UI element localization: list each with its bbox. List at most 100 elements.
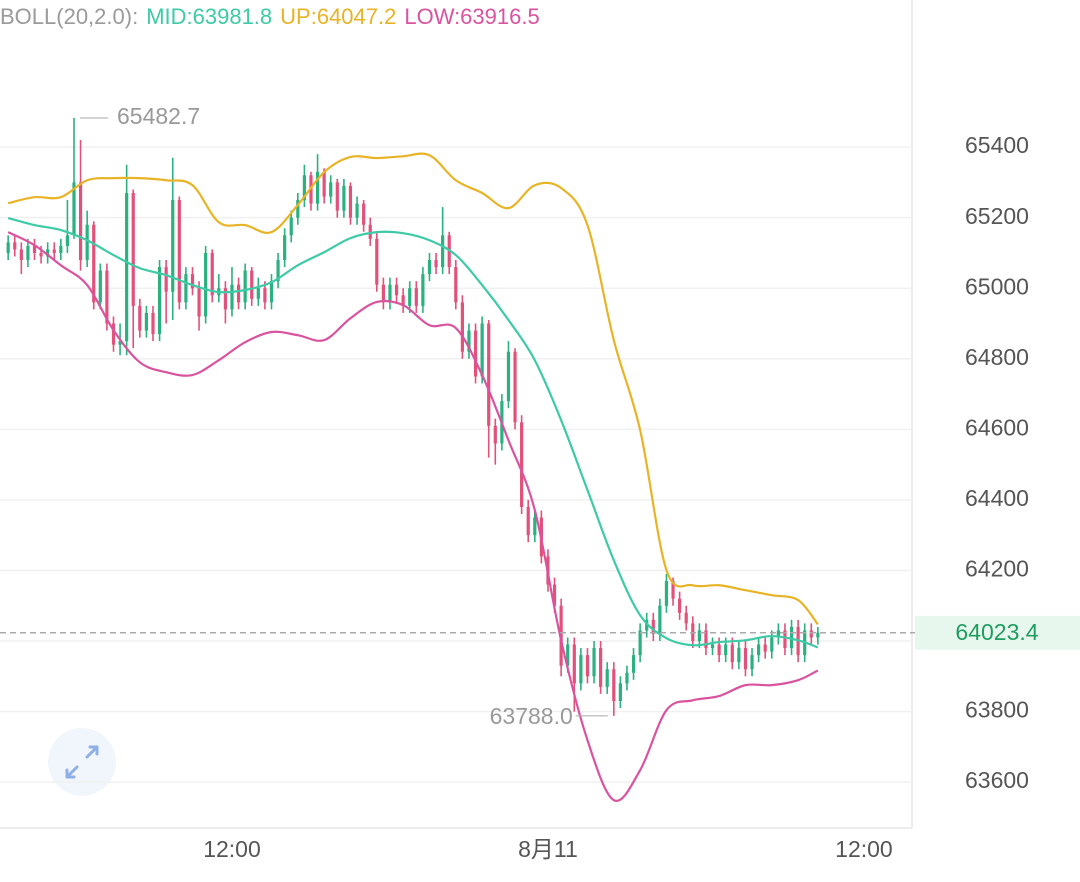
candle-body bbox=[223, 288, 227, 310]
candle-body bbox=[427, 260, 432, 275]
x-tick-label: 12:00 bbox=[203, 836, 261, 862]
candle-body bbox=[513, 351, 517, 423]
last-price-tag bbox=[915, 615, 1080, 650]
candle-body bbox=[783, 630, 787, 649]
candle-body bbox=[348, 185, 353, 218]
candle-body bbox=[533, 517, 537, 536]
candle-body bbox=[39, 252, 43, 257]
candle-body bbox=[78, 182, 83, 261]
candle-body bbox=[816, 632, 820, 638]
y-tick-label: 64600 bbox=[965, 414, 1029, 440]
indicator-low: LOW:63916.5 bbox=[404, 4, 540, 29]
candle-body bbox=[493, 425, 497, 444]
candle-body bbox=[473, 330, 478, 377]
candle-body bbox=[671, 581, 675, 599]
candle-body bbox=[362, 203, 366, 225]
indicator-mid: MID:63981.8 bbox=[146, 4, 273, 29]
candle-body bbox=[368, 224, 372, 239]
candle-body bbox=[138, 305, 142, 331]
band-line bbox=[7, 216, 819, 649]
candle-body bbox=[315, 171, 320, 204]
candle-body bbox=[92, 224, 96, 303]
candle-body bbox=[46, 249, 50, 257]
candle-body bbox=[236, 284, 241, 303]
candle-body bbox=[65, 235, 70, 246]
candle-body bbox=[651, 619, 655, 634]
candle-body bbox=[289, 217, 293, 236]
expand-button-bg[interactable] bbox=[48, 728, 116, 796]
candle-body bbox=[230, 284, 234, 310]
y-ticks: 6360063800640006420064400646006480065000… bbox=[965, 132, 1029, 793]
candle-body bbox=[256, 288, 260, 299]
expand-icon[interactable] bbox=[65, 745, 99, 779]
candle-body bbox=[250, 270, 254, 299]
candle-body bbox=[743, 648, 748, 670]
x-tick-label: 8月11 bbox=[518, 836, 578, 862]
expand-button[interactable] bbox=[48, 728, 116, 796]
candle-body bbox=[131, 192, 135, 306]
candle-body bbox=[401, 295, 405, 306]
candle-body bbox=[664, 581, 669, 606]
candle-body bbox=[335, 182, 339, 211]
candle-body bbox=[381, 284, 385, 303]
candle-body bbox=[520, 422, 524, 507]
candle-body bbox=[355, 203, 359, 218]
candle-body bbox=[710, 644, 715, 649]
candle-body bbox=[276, 260, 280, 282]
candle-body bbox=[414, 288, 418, 306]
candle-body bbox=[85, 224, 89, 261]
candle-body bbox=[658, 605, 662, 634]
indicator-header: BOLL(20,2.0): MID:63981.8 UP:64047.2 LOW… bbox=[0, 4, 540, 30]
candle-body bbox=[460, 302, 464, 352]
candle-body bbox=[678, 598, 682, 613]
candle-body bbox=[631, 655, 636, 673]
y-tick-label: 63800 bbox=[965, 697, 1029, 723]
indicator-name: BOLL(20,2.0): bbox=[0, 4, 139, 29]
candle-body bbox=[342, 185, 346, 211]
candle-body bbox=[552, 584, 557, 606]
candle-body bbox=[467, 330, 471, 352]
min-label: 63788.0 bbox=[490, 703, 573, 729]
candle-body bbox=[6, 242, 10, 253]
candle-body bbox=[269, 281, 274, 303]
candle-body bbox=[59, 245, 63, 253]
candle-body bbox=[566, 644, 570, 666]
candle-body bbox=[737, 648, 741, 663]
candle-body bbox=[26, 245, 30, 261]
candle-body bbox=[441, 235, 445, 268]
y-tick-label: 65000 bbox=[965, 273, 1029, 299]
candle-body bbox=[157, 267, 162, 335]
candle-body bbox=[730, 644, 734, 663]
candle-body bbox=[197, 288, 201, 317]
candle-body bbox=[572, 644, 576, 684]
candle-body bbox=[776, 630, 780, 638]
candle-body bbox=[757, 644, 761, 656]
candle-body bbox=[750, 655, 754, 670]
candle-body bbox=[526, 506, 530, 536]
candle-body bbox=[763, 644, 767, 652]
candle-body bbox=[52, 249, 56, 253]
y-tick-label: 64800 bbox=[965, 344, 1029, 370]
candle-body bbox=[243, 270, 247, 303]
candle-body bbox=[789, 626, 794, 649]
candle-body bbox=[72, 182, 76, 236]
candle-body bbox=[724, 644, 728, 656]
candle-body bbox=[605, 669, 609, 687]
candle-body bbox=[164, 267, 168, 292]
candle-body bbox=[283, 235, 287, 261]
candle-body bbox=[204, 252, 208, 317]
candle-body bbox=[375, 238, 379, 285]
candle-body bbox=[32, 245, 37, 253]
candle-body bbox=[454, 267, 458, 303]
y-tick-label: 65400 bbox=[965, 132, 1029, 158]
candle-body bbox=[717, 644, 721, 656]
candle-body bbox=[13, 242, 17, 250]
candle-body bbox=[770, 637, 774, 652]
candle-body bbox=[184, 274, 188, 303]
candle-body bbox=[190, 274, 195, 289]
x-tick-label: 12:00 bbox=[835, 836, 893, 862]
candle-body bbox=[434, 260, 438, 268]
candle-body bbox=[684, 612, 688, 624]
